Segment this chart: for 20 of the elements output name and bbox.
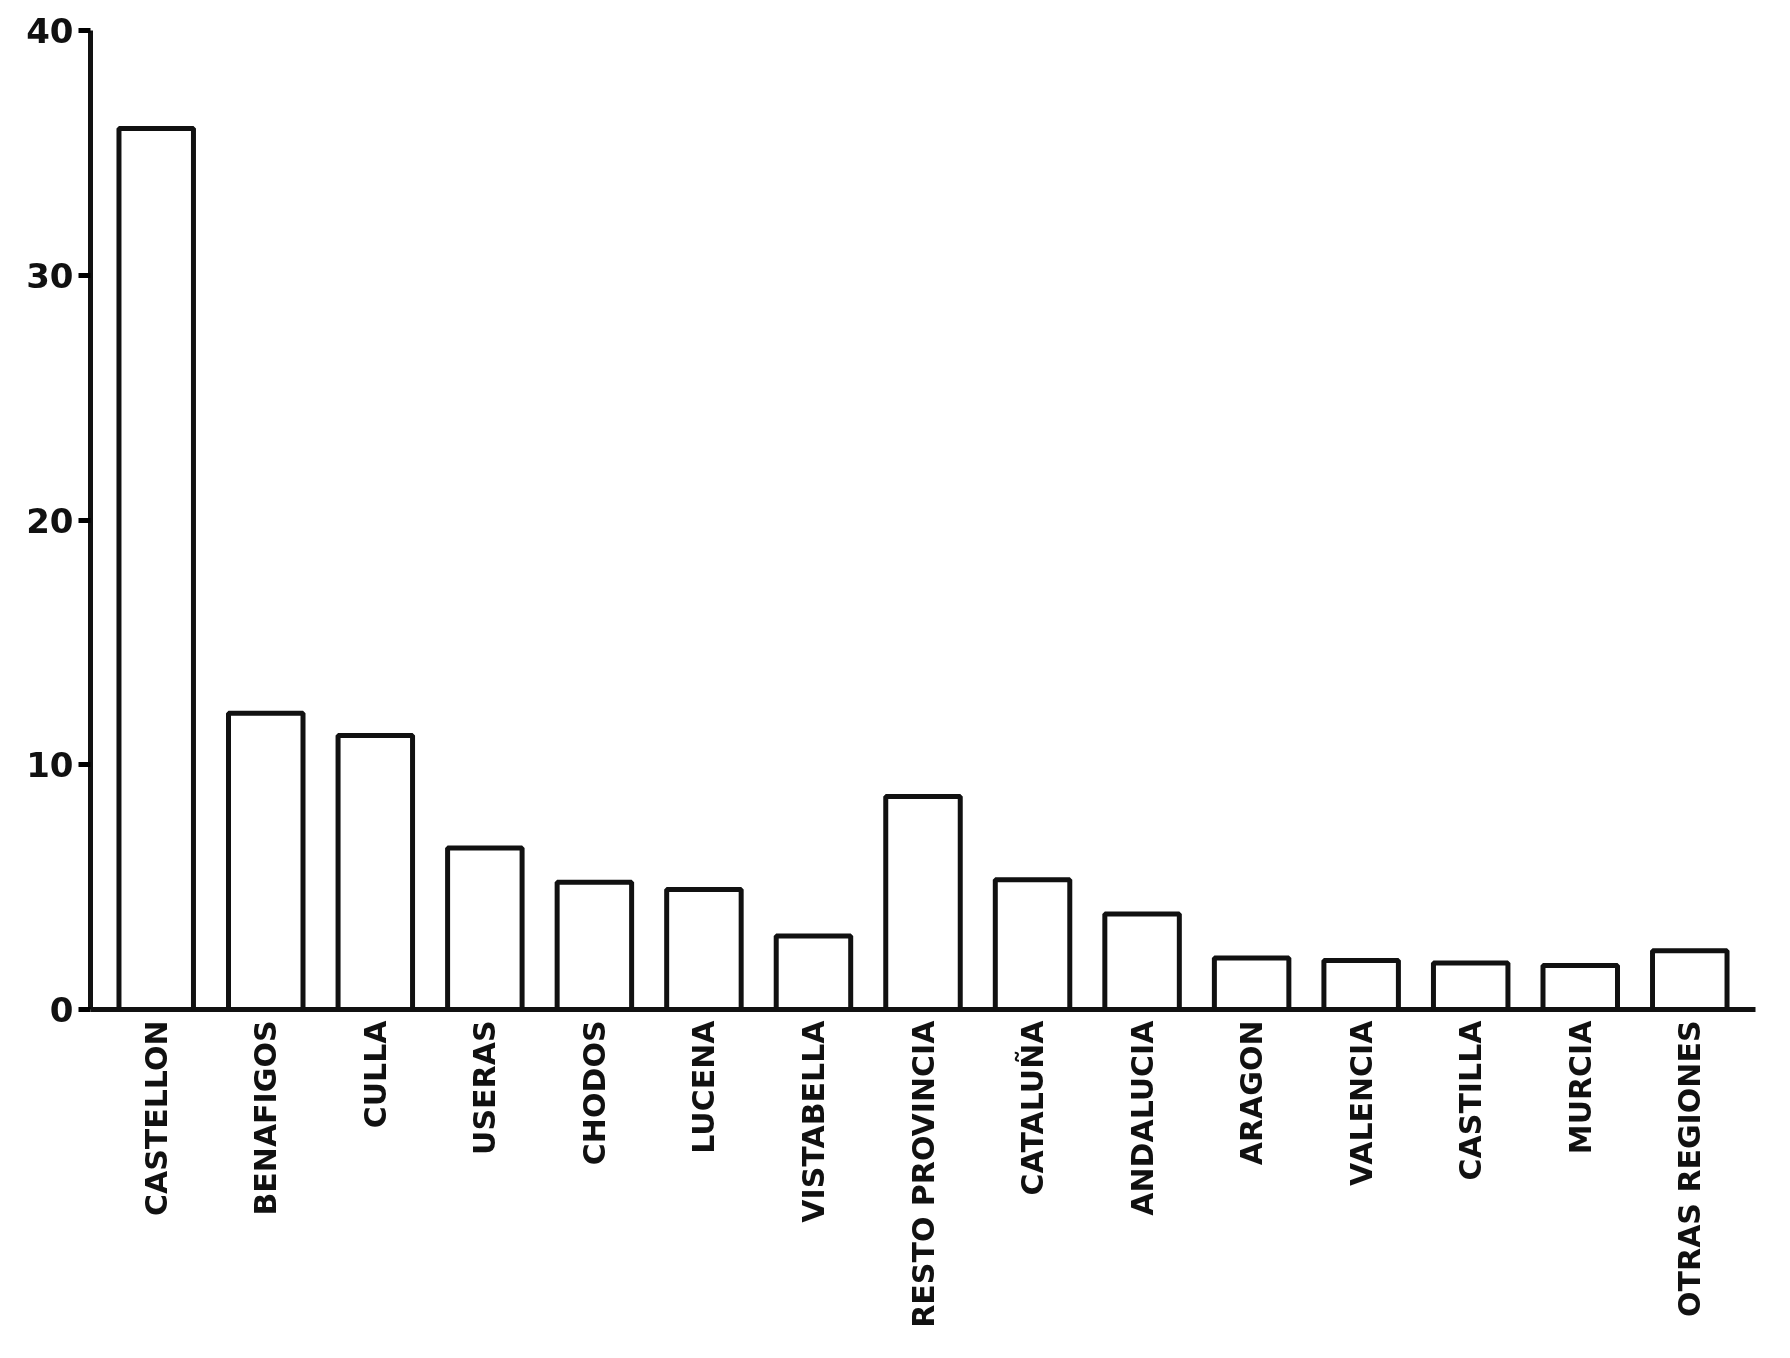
x-tick-label: BENAFIGOS (248, 1020, 284, 1216)
x-tick-label: CULLA (357, 1019, 393, 1129)
x-tick-label: RESTO PROVINCIA (905, 1019, 941, 1328)
x-tick-label: CASTILLA (1453, 1019, 1489, 1181)
x-tick-label: MURCIA (1562, 1019, 1598, 1155)
y-tick-label: 10 (26, 745, 74, 786)
y-tick-label: 40 (26, 11, 74, 51)
x-tick-label: CASTELLON (138, 1020, 174, 1217)
y-tick-label: 20 (26, 500, 74, 541)
y-tick-label: 30 (26, 255, 74, 296)
x-tick-label: OTRAS REGIONES (1672, 1020, 1708, 1317)
x-tick-label: ANDALUCIA (1124, 1019, 1160, 1216)
x-tick-label: CATALUÑA (1014, 1019, 1051, 1196)
y-tick-label: 0 (49, 990, 74, 1030)
x-tick-label: LUCENA (686, 1019, 722, 1154)
x-tick-label: ARAGON (1234, 1020, 1270, 1166)
x-tick-label: VALENCIA (1343, 1019, 1379, 1187)
x-tick-label: CHODOS (576, 1020, 612, 1166)
x-tick-label: USERAS (467, 1020, 503, 1155)
x-tick-label: VISTABELLA (795, 1019, 831, 1223)
